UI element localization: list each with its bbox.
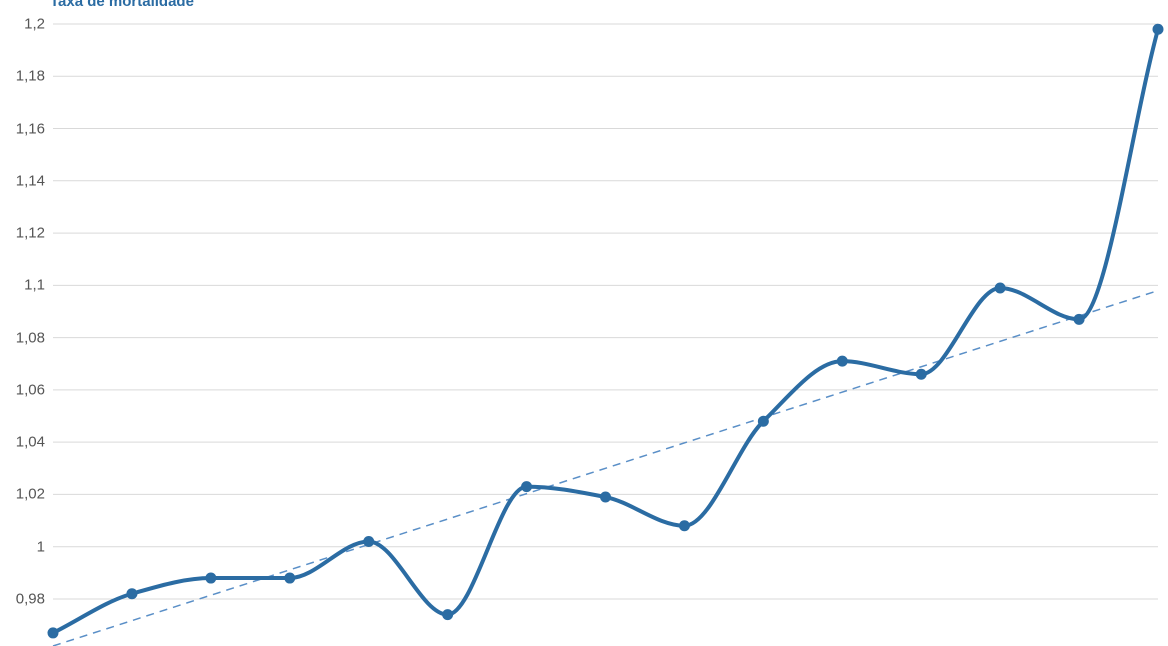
y-tick-label: 1,02 (16, 486, 45, 503)
data-point[interactable] (205, 573, 216, 584)
y-tick-label: 1,16 (16, 120, 45, 137)
data-point[interactable] (442, 609, 453, 620)
data-point[interactable] (995, 282, 1006, 293)
y-tick-label: 1,18 (16, 68, 45, 85)
series-line (53, 29, 1158, 633)
data-point[interactable] (284, 573, 295, 584)
data-point[interactable] (916, 369, 927, 380)
data-point[interactable] (679, 520, 690, 531)
y-tick-label: 0,98 (16, 590, 45, 607)
trendline (53, 291, 1158, 646)
y-tick-label: 1,08 (16, 329, 45, 346)
data-point[interactable] (1153, 24, 1164, 35)
chart-plot-svg (0, 0, 1168, 646)
data-point[interactable] (48, 627, 59, 638)
data-point[interactable] (837, 356, 848, 367)
data-point[interactable] (363, 536, 374, 547)
data-point[interactable] (600, 492, 611, 503)
data-point[interactable] (1074, 314, 1085, 325)
y-tick-label: 1,12 (16, 225, 45, 242)
y-tick-label: 1,14 (16, 172, 45, 189)
data-point[interactable] (758, 416, 769, 427)
y-tick-label: 1,06 (16, 381, 45, 398)
data-point[interactable] (521, 481, 532, 492)
y-tick-label: 1 (37, 538, 45, 555)
y-tick-label: 1,04 (16, 434, 45, 451)
data-point[interactable] (126, 588, 137, 599)
mortality-chart: Taxa de mortalidade 0,9811,021,041,061,0… (0, 0, 1168, 646)
y-tick-label: 1,2 (24, 16, 45, 33)
y-tick-label: 1,1 (24, 277, 45, 294)
